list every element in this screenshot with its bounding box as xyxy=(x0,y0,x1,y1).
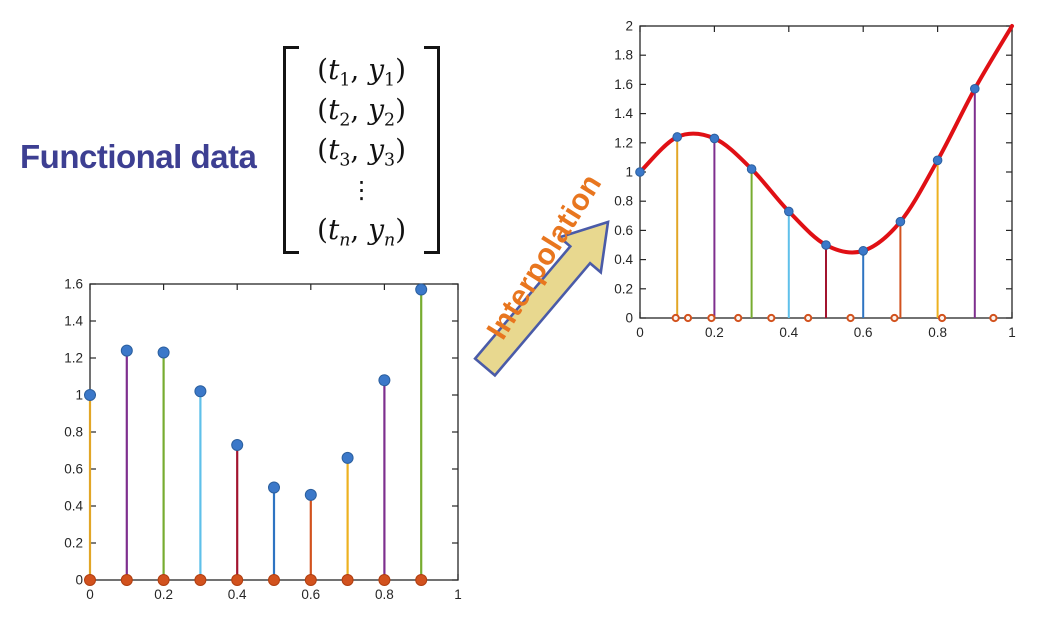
matrix-rows: (t1, y1) (t2, y2) (t3, y3) ⋮ (tn, yn) xyxy=(299,46,424,254)
y-tick-label: 0.6 xyxy=(614,223,633,238)
x-tick-label: 0.4 xyxy=(779,325,798,340)
x-tick-label: 0 xyxy=(86,587,94,602)
x-tick-label: 1 xyxy=(1008,325,1016,340)
data-point-marker xyxy=(858,246,869,256)
data-point-marker xyxy=(157,346,170,359)
block-arrow-shape xyxy=(473,220,610,378)
y-tick-label: 0.2 xyxy=(614,281,633,296)
interpolated-stem-chart: 0 0.2 0.4 0.6 0.8 1 1.2 1.4 1.6 1.8 2 0 0.2 0.4 0.6 0.8… xyxy=(614,19,1016,341)
baseline-marker xyxy=(378,574,391,586)
data-point-marker xyxy=(784,206,794,217)
y-tick-label: 0.4 xyxy=(64,499,83,514)
y-tick-label: 1.8 xyxy=(614,48,633,63)
interpolation-curve xyxy=(638,24,1014,255)
y-tick-label: 0.2 xyxy=(64,536,83,551)
x-tick-label: 0.2 xyxy=(154,587,173,602)
data-point-marker xyxy=(635,167,645,177)
node-marker xyxy=(671,313,680,323)
matrix-row: (tn, yn) xyxy=(317,213,407,251)
data-point-marker xyxy=(268,481,280,494)
y-tick-label: 1.6 xyxy=(64,277,83,292)
y-tick-label: 1.4 xyxy=(64,314,83,329)
matrix-row: (t3, y3) xyxy=(317,133,407,171)
matrix-row: (t2, y2) xyxy=(317,93,407,131)
baseline-marker xyxy=(415,574,428,586)
y-tick-label: 0.8 xyxy=(614,194,633,209)
data-point-marker xyxy=(415,283,428,296)
matrix-right-bracket xyxy=(424,46,441,254)
data-point-marker xyxy=(821,240,831,250)
x-tick-label: 0.8 xyxy=(928,325,947,340)
interpolation-arrow xyxy=(473,220,610,378)
baseline-marker xyxy=(157,574,170,586)
data-point-marker xyxy=(231,438,244,451)
baseline-marker xyxy=(304,574,317,586)
data-pairs-matrix: (t1, y1) (t2, y2) (t3, y3) ⋮ (tn, yn) xyxy=(283,46,441,254)
baseline-marker xyxy=(341,574,354,586)
node-marker xyxy=(989,313,998,323)
y-tick-label: 0 xyxy=(75,573,83,588)
baseline-marker xyxy=(84,574,96,586)
data-point-marker xyxy=(120,344,133,357)
data-point-marker xyxy=(672,132,682,142)
data-point-marker xyxy=(970,83,980,94)
baseline-marker xyxy=(268,574,280,586)
node-marker xyxy=(734,313,743,323)
y-tick-label: 0.8 xyxy=(64,425,83,440)
x-tick-label: 0 xyxy=(636,325,644,340)
y-tick-label: 1 xyxy=(625,165,633,180)
observed-stem-chart: 0 0.2 0.4 0.6 0.8 1 1.2 1.4 1.6 0 0.2 0.4 0.6 0.8 1 xyxy=(64,277,462,603)
x-tick-label: 0.4 xyxy=(228,587,247,602)
x-tick-label: 0.6 xyxy=(854,325,873,340)
page-title: Functional data xyxy=(20,138,257,175)
y-tick-label: 0.6 xyxy=(64,462,83,477)
node-marker xyxy=(804,313,813,323)
baseline-marker xyxy=(120,574,133,586)
x-tick-label: 0.2 xyxy=(705,325,724,340)
x-tick-label: 0.6 xyxy=(301,587,320,602)
y-tick-label: 1.2 xyxy=(614,135,633,150)
data-point-marker xyxy=(84,389,96,401)
baseline-marker xyxy=(194,574,207,586)
y-tick-label: 0.4 xyxy=(614,252,633,267)
matrix-row: (t1, y1) xyxy=(317,53,407,91)
baseline-marker xyxy=(231,574,244,586)
node-marker xyxy=(890,313,899,323)
data-point-marker xyxy=(194,385,207,398)
y-tick-label: 1.6 xyxy=(614,77,633,92)
data-point-marker xyxy=(709,133,720,144)
x-tick-label: 1 xyxy=(454,587,462,602)
y-tick-label: 1.2 xyxy=(64,351,83,366)
data-point-marker xyxy=(378,374,391,387)
data-point-marker xyxy=(932,155,943,166)
node-marker xyxy=(846,313,855,323)
node-marker xyxy=(707,313,716,323)
y-tick-label: 1 xyxy=(75,388,83,403)
x-tick-label: 0.8 xyxy=(375,587,394,602)
node-marker xyxy=(937,313,947,323)
y-tick-label: 0 xyxy=(625,311,633,326)
data-point-marker xyxy=(746,164,757,174)
data-point-marker xyxy=(341,451,354,464)
matrix-left-bracket xyxy=(283,46,299,254)
data-point-marker xyxy=(304,488,317,501)
node-marker xyxy=(683,313,693,323)
y-tick-label: 1.4 xyxy=(614,106,633,121)
matrix-vdots: ⋮ xyxy=(349,176,374,204)
y-tick-label: 2 xyxy=(625,19,633,34)
node-marker xyxy=(767,313,776,323)
data-point-marker xyxy=(895,216,906,227)
